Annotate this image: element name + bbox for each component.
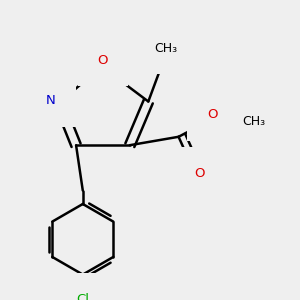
Text: CH₃: CH₃	[242, 115, 265, 128]
Text: Cl: Cl	[76, 293, 89, 300]
Text: O: O	[98, 54, 108, 67]
Text: O: O	[207, 108, 217, 121]
Text: N: N	[46, 94, 56, 107]
Text: O: O	[194, 167, 205, 180]
Text: CH₃: CH₃	[154, 42, 178, 55]
